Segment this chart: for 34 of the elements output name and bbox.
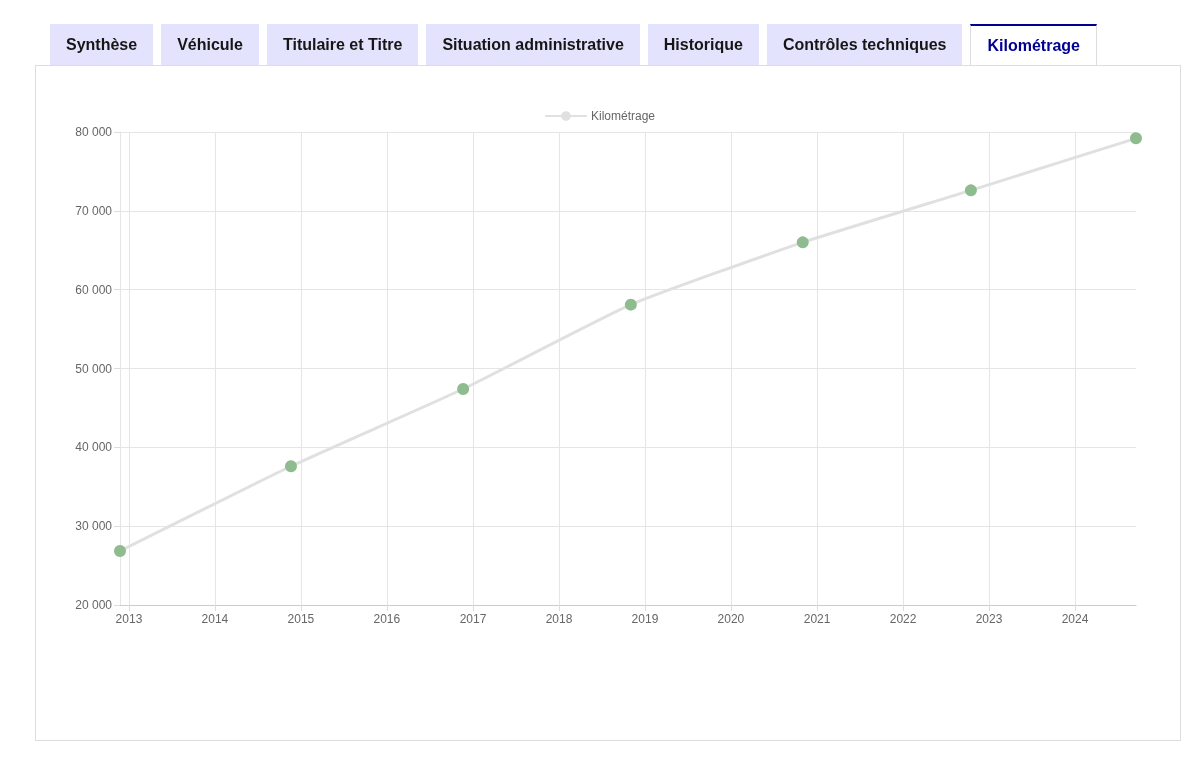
x-tick-label: 2020 — [717, 612, 745, 626]
text: Véhicule — [161, 24, 259, 65]
text: Kilométrage — [970, 24, 1097, 65]
y-tick-label: 70 000 — [75, 203, 113, 218]
x-tick-label: 2016 — [373, 612, 401, 626]
y-tick-label: 50 000 — [75, 361, 113, 376]
point — [624, 298, 637, 311]
point — [964, 184, 977, 197]
text: Historique — [647, 24, 759, 65]
point — [284, 460, 297, 473]
y-tick-label: 60 000 — [75, 282, 113, 297]
x-tick-label: 2015 — [287, 612, 315, 626]
y-tick-label: 20 000 — [75, 598, 113, 612]
point — [1130, 132, 1142, 145]
text: Synthèse — [50, 24, 154, 65]
y-tick-label: 30 000 — [75, 519, 113, 534]
x-tick-label: 2022 — [889, 612, 917, 626]
text: Contrôles techniques — [766, 24, 963, 65]
x-tick-label: 2024 — [1061, 612, 1089, 626]
x-tick-label: 2013 — [115, 612, 143, 626]
text: Titulaire et Titre — [266, 24, 419, 65]
x-tick-label: 2017 — [459, 612, 487, 626]
point — [796, 236, 809, 249]
point — [457, 383, 470, 395]
y-tick-label: 40 000 — [75, 440, 113, 455]
x-tick-label: 2019 — [631, 612, 659, 626]
point — [114, 545, 126, 557]
text: Situation administrative — [426, 24, 640, 65]
legend-label: Kilométrage — [590, 109, 656, 123]
x-tick-label: 2023 — [975, 612, 1003, 626]
x-tick-label: 2018 — [545, 612, 573, 626]
y-tick-label: 80 000 — [75, 125, 113, 139]
x-tick-label: 2021 — [803, 612, 831, 626]
x-tick-label: 2014 — [201, 612, 229, 626]
